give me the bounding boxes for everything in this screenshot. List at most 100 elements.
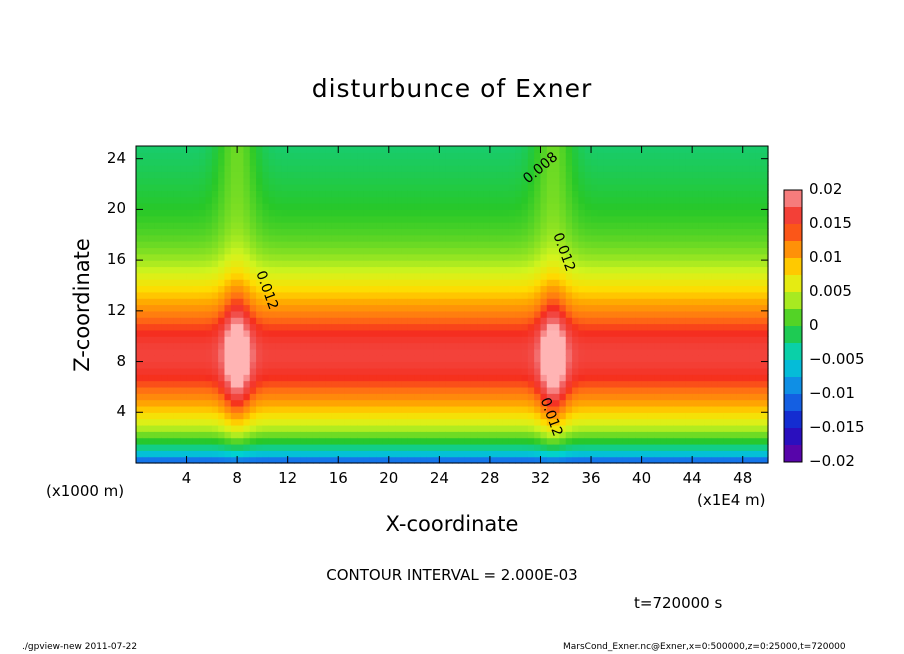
- heatmap-cell: [647, 146, 655, 153]
- heatmap-cell: [635, 298, 643, 306]
- heatmap-cell: [749, 374, 756, 382]
- heatmap-cell: [414, 241, 421, 249]
- heatmap-cell: [224, 348, 232, 356]
- heatmap-cell: [597, 348, 605, 356]
- heatmap-cell: [673, 228, 681, 236]
- heatmap-cell: [477, 304, 485, 312]
- heatmap-cell: [749, 361, 756, 369]
- heatmap-cell: [654, 374, 662, 382]
- heatmap-cell: [553, 380, 561, 388]
- heatmap-cell: [508, 367, 516, 375]
- heatmap-cell: [679, 152, 687, 160]
- heatmap-cell: [622, 298, 630, 306]
- heatmap-cell: [496, 450, 504, 458]
- heatmap-cell: [628, 165, 636, 172]
- heatmap-cell: [470, 247, 478, 255]
- heatmap-cell: [243, 456, 251, 464]
- heatmap-cell: [205, 361, 213, 369]
- heatmap-cell: [603, 323, 611, 331]
- heatmap-cell: [673, 361, 681, 369]
- heatmap-cell: [622, 380, 630, 388]
- heatmap-cell: [749, 399, 756, 407]
- heatmap-cell: [666, 304, 674, 312]
- heatmap-cell: [742, 266, 750, 274]
- heatmap-cell: [445, 399, 453, 407]
- heatmap-cell: [376, 380, 384, 388]
- heatmap-cell: [515, 386, 523, 394]
- heatmap-cell: [401, 234, 409, 242]
- heatmap-cell: [736, 424, 744, 432]
- heatmap-cell: [755, 405, 763, 413]
- heatmap-cell: [464, 431, 472, 439]
- heatmap-cell: [761, 177, 769, 185]
- heatmap-cell: [565, 412, 573, 420]
- heatmap-cell: [420, 304, 428, 312]
- heatmap-cell: [761, 437, 769, 445]
- heatmap-cell: [180, 146, 188, 153]
- heatmap-cell: [534, 355, 542, 363]
- heatmap-cell: [287, 165, 295, 172]
- heatmap-cell: [521, 443, 529, 451]
- heatmap-cell: [262, 437, 270, 445]
- heatmap-cell: [388, 177, 396, 185]
- heatmap-cell: [224, 152, 232, 160]
- heatmap-cell: [572, 450, 579, 458]
- heatmap-cell: [350, 196, 358, 204]
- heatmap-cell: [673, 247, 681, 255]
- heatmap-cell: [685, 380, 693, 388]
- heatmap-cell: [325, 431, 333, 439]
- heatmap-cell: [325, 374, 333, 382]
- heatmap-cell: [395, 431, 403, 439]
- heatmap-cell: [515, 253, 523, 261]
- heatmap-cell: [489, 323, 497, 331]
- heatmap-cell: [470, 412, 478, 420]
- heatmap-cell: [654, 285, 662, 293]
- heatmap-cell: [666, 329, 674, 337]
- heatmap-cell: [591, 298, 598, 306]
- heatmap-cell: [199, 228, 207, 236]
- heatmap-cell: [369, 412, 377, 420]
- heatmap-cell: [698, 196, 706, 204]
- heatmap-cell: [414, 367, 421, 375]
- heatmap-cell: [262, 323, 270, 331]
- heatmap-cell: [136, 285, 143, 293]
- heatmap-cell: [616, 285, 624, 293]
- heatmap-cell: [230, 374, 238, 382]
- heatmap-cell: [673, 450, 681, 458]
- heatmap-cell: [546, 367, 554, 375]
- heatmap-cell: [180, 336, 188, 344]
- heatmap-cell: [142, 285, 150, 293]
- heatmap-cell: [452, 310, 459, 318]
- heatmap-cell: [572, 291, 579, 299]
- heatmap-cell: [407, 177, 415, 185]
- heatmap-cell: [572, 342, 579, 350]
- heatmap-cell: [363, 317, 371, 325]
- heatmap-cell: [736, 266, 744, 274]
- heatmap-cell: [742, 418, 750, 426]
- heatmap-cell: [572, 228, 579, 236]
- heatmap-cell: [704, 196, 712, 204]
- heatmap-cell: [603, 171, 611, 179]
- heatmap-cell: [692, 361, 700, 369]
- heatmap-cell: [647, 317, 655, 325]
- heatmap-cell: [508, 146, 516, 153]
- heatmap-cell: [477, 317, 485, 325]
- heatmap-cell: [635, 222, 643, 230]
- heatmap-cell: [603, 152, 611, 160]
- heatmap-cell: [243, 279, 251, 287]
- heatmap-cell: [755, 393, 763, 401]
- heatmap-cell: [452, 272, 459, 280]
- heatmap-cell: [597, 215, 605, 223]
- heatmap-cell: [148, 253, 156, 261]
- heatmap-cell: [546, 412, 554, 420]
- heatmap-cell: [256, 266, 263, 274]
- heatmap-cell: [275, 228, 282, 236]
- heatmap-cell: [161, 152, 169, 160]
- heatmap-cell: [730, 450, 737, 458]
- heatmap-cell: [641, 418, 649, 426]
- heatmap-cell: [521, 437, 529, 445]
- heatmap-cell: [496, 361, 504, 369]
- heatmap-cell: [572, 329, 579, 337]
- heatmap-cell: [666, 361, 674, 369]
- heatmap-cell: [230, 196, 238, 204]
